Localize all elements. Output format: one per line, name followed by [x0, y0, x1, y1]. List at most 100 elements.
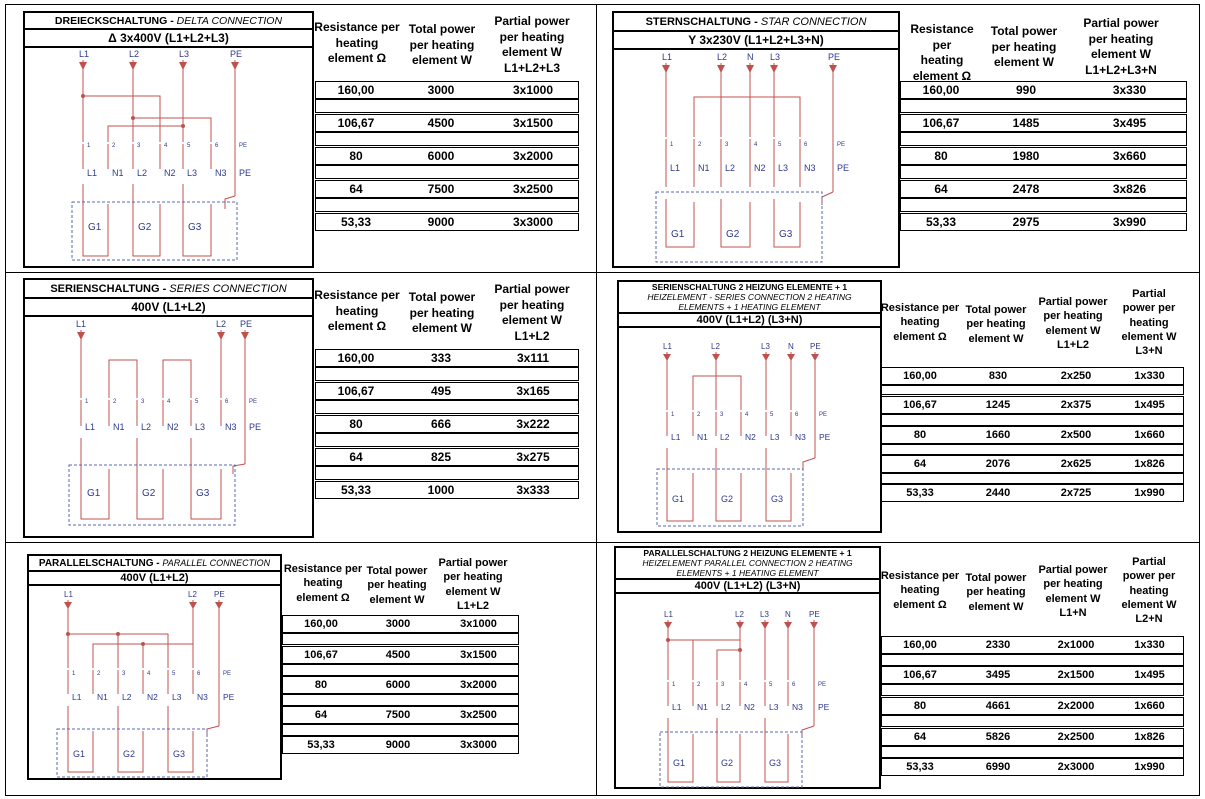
- terminal-label: PE: [837, 142, 845, 148]
- element-label: G1: [671, 229, 685, 240]
- header-total: Total power per heating element W: [408, 290, 476, 336]
- diagram-parallel: PARALLELSCHALTUNG - PARALLEL CONNECTION …: [27, 554, 282, 780]
- table-row: 64 2478 3x826: [900, 180, 1187, 198]
- table-row: 80 666 3x222: [315, 415, 579, 433]
- top-label: L1: [664, 610, 673, 619]
- table-row: 106,67 495 3x165: [315, 382, 579, 400]
- terminal-label: 1: [672, 682, 676, 688]
- table-row-spacer: [315, 99, 579, 113]
- terminal-label: 2: [697, 682, 701, 688]
- header-partial-2: Partial power per heating element W L2+N: [1121, 556, 1177, 626]
- diagram-series: SERIENSCHALTUNG - SERIES CONNECTION 400V…: [23, 278, 314, 538]
- terminal-label: 1: [85, 399, 89, 405]
- line-label: PE: [818, 702, 830, 712]
- title-de: STERNSCHALTUNG -: [645, 16, 761, 28]
- header-partial: Partial power per heating element W L1+L2+L…: [1083, 16, 1159, 77]
- wiring-schematic-parallel-2-1: L1 L2 L3 N PE 1 2 3 4 5 6 PE L1 N1 L2 N2…: [659, 610, 830, 788]
- diagram-title: PARALLELSCHALTUNG 2 HEIZUNG ELEMENTE + 1…: [616, 548, 879, 581]
- line-label: L2: [137, 168, 147, 178]
- terminal-label: 2: [697, 412, 701, 418]
- line-label: L3: [769, 702, 779, 712]
- element-label: G3: [771, 494, 783, 504]
- table-row: 106,67 1245 2x375 1x495: [881, 396, 1184, 414]
- terminal-label: PE: [223, 671, 231, 677]
- diagram-star: STERNSCHALTUNG - STAR CONNECTION Y 3x230…: [612, 11, 900, 268]
- table-row-spacer: [900, 165, 1187, 179]
- element-label: G3: [173, 749, 185, 759]
- table-row: 80 1980 3x660: [900, 147, 1187, 165]
- top-label: PE: [240, 319, 252, 329]
- terminal-label: 3: [720, 412, 724, 418]
- grid-border-right: [1199, 4, 1200, 796]
- line-label: L1: [671, 432, 681, 442]
- table-row-spacer: [900, 99, 1187, 113]
- terminal-label: 5: [187, 143, 191, 149]
- line-label: PE: [819, 432, 831, 442]
- line-label: N2: [147, 692, 158, 702]
- terminal-label: 6: [215, 143, 219, 149]
- grid-divider-h2: [5, 542, 1200, 543]
- table-row-spacer: [315, 433, 579, 447]
- top-label: N: [747, 52, 754, 62]
- header-resistance: Resistance per heating element Ω: [910, 22, 974, 83]
- diagram-title: SERIENSCHALTUNG 2 HEIZUNG ELEMENTE + 1 H…: [619, 282, 880, 315]
- terminal-label: 6: [804, 142, 808, 148]
- table-row: 80 6000 3x2000: [315, 147, 579, 165]
- line-label: N3: [792, 702, 803, 712]
- table-row: 106,67 3495 2x1500 1x495: [881, 666, 1184, 684]
- top-label: L2: [216, 319, 226, 329]
- terminal-label: 6: [197, 671, 201, 677]
- line-label: N3: [225, 422, 237, 432]
- terminal-label: 3: [725, 142, 729, 148]
- terminal-label: 6: [225, 399, 229, 405]
- line-label: L2: [122, 692, 132, 702]
- grid-divider-vertical: [596, 4, 597, 796]
- top-label: L2: [188, 590, 197, 599]
- table-row: 160,00 830 2x250 1x330: [881, 367, 1184, 385]
- line-label: N1: [97, 692, 108, 702]
- element-label: G1: [673, 758, 685, 768]
- diagram-delta: DREIECKSCHALTUNG - DELTA CONNECTION Δ 3x…: [23, 11, 314, 268]
- title-de: SERIENSCHALTUNG -: [50, 283, 170, 295]
- terminal-label: 5: [195, 399, 199, 405]
- header-partial: Partial power per heating element W L1+L2: [494, 282, 570, 343]
- terminal-label: 4: [164, 143, 168, 149]
- diagram-subtitle: 400V (L1+L2) (L3+N): [619, 314, 880, 329]
- line-label: L1: [672, 702, 682, 712]
- element-label: G3: [779, 229, 793, 240]
- table-row-spacer: [900, 198, 1187, 212]
- header-total: Total power per heating element W: [366, 565, 428, 606]
- table-row: 53,33 6990 2x3000 1x990: [881, 758, 1184, 776]
- header-total: Total power per heating element W: [965, 304, 1027, 345]
- element-label: G2: [142, 488, 156, 499]
- header-partial: Partial power per heating element W L1+L2: [1038, 296, 1108, 351]
- diagram-subtitle: 400V (L1+L2): [29, 572, 280, 586]
- terminal-label: 5: [770, 412, 774, 418]
- table-row-spacer: [881, 654, 1184, 666]
- table-row: 160,00 3000 3x1000: [282, 615, 519, 633]
- top-label: L1: [663, 342, 672, 351]
- diagram-subtitle: 400V (L1+L2): [25, 299, 312, 317]
- top-label: L1: [662, 52, 672, 62]
- table-row-spacer: [881, 414, 1184, 426]
- element-label: G1: [672, 494, 684, 504]
- terminal-label: 2: [698, 142, 702, 148]
- table-row: 64 5826 2x2500 1x826: [881, 728, 1184, 746]
- diagram-series-2-1: SERIENSCHALTUNG 2 HEIZUNG ELEMENTE + 1 H…: [617, 280, 882, 533]
- table-row-spacer: [900, 132, 1187, 146]
- header-total: Total power per heating element W: [965, 572, 1027, 613]
- element-label: G2: [721, 494, 733, 504]
- element-label: G2: [721, 758, 733, 768]
- header-partial: Partial power per heating element W L1+L2+L…: [494, 14, 570, 75]
- diagram-subtitle: Δ 3x400V (L1+L2+L3): [25, 30, 312, 49]
- line-label: N2: [164, 168, 176, 178]
- table-row: 64 825 3x275: [315, 448, 579, 466]
- top-label: PE: [828, 52, 840, 62]
- line-label: L2: [720, 432, 730, 442]
- line-label: PE: [239, 168, 251, 178]
- line-label: N3: [215, 168, 227, 178]
- table-row: 53,33 2440 2x725 1x990: [881, 484, 1184, 502]
- line-label: N1: [697, 702, 708, 712]
- diagram-title: STERNSCHALTUNG - STAR CONNECTION: [614, 13, 898, 32]
- line-label: L2: [725, 163, 735, 173]
